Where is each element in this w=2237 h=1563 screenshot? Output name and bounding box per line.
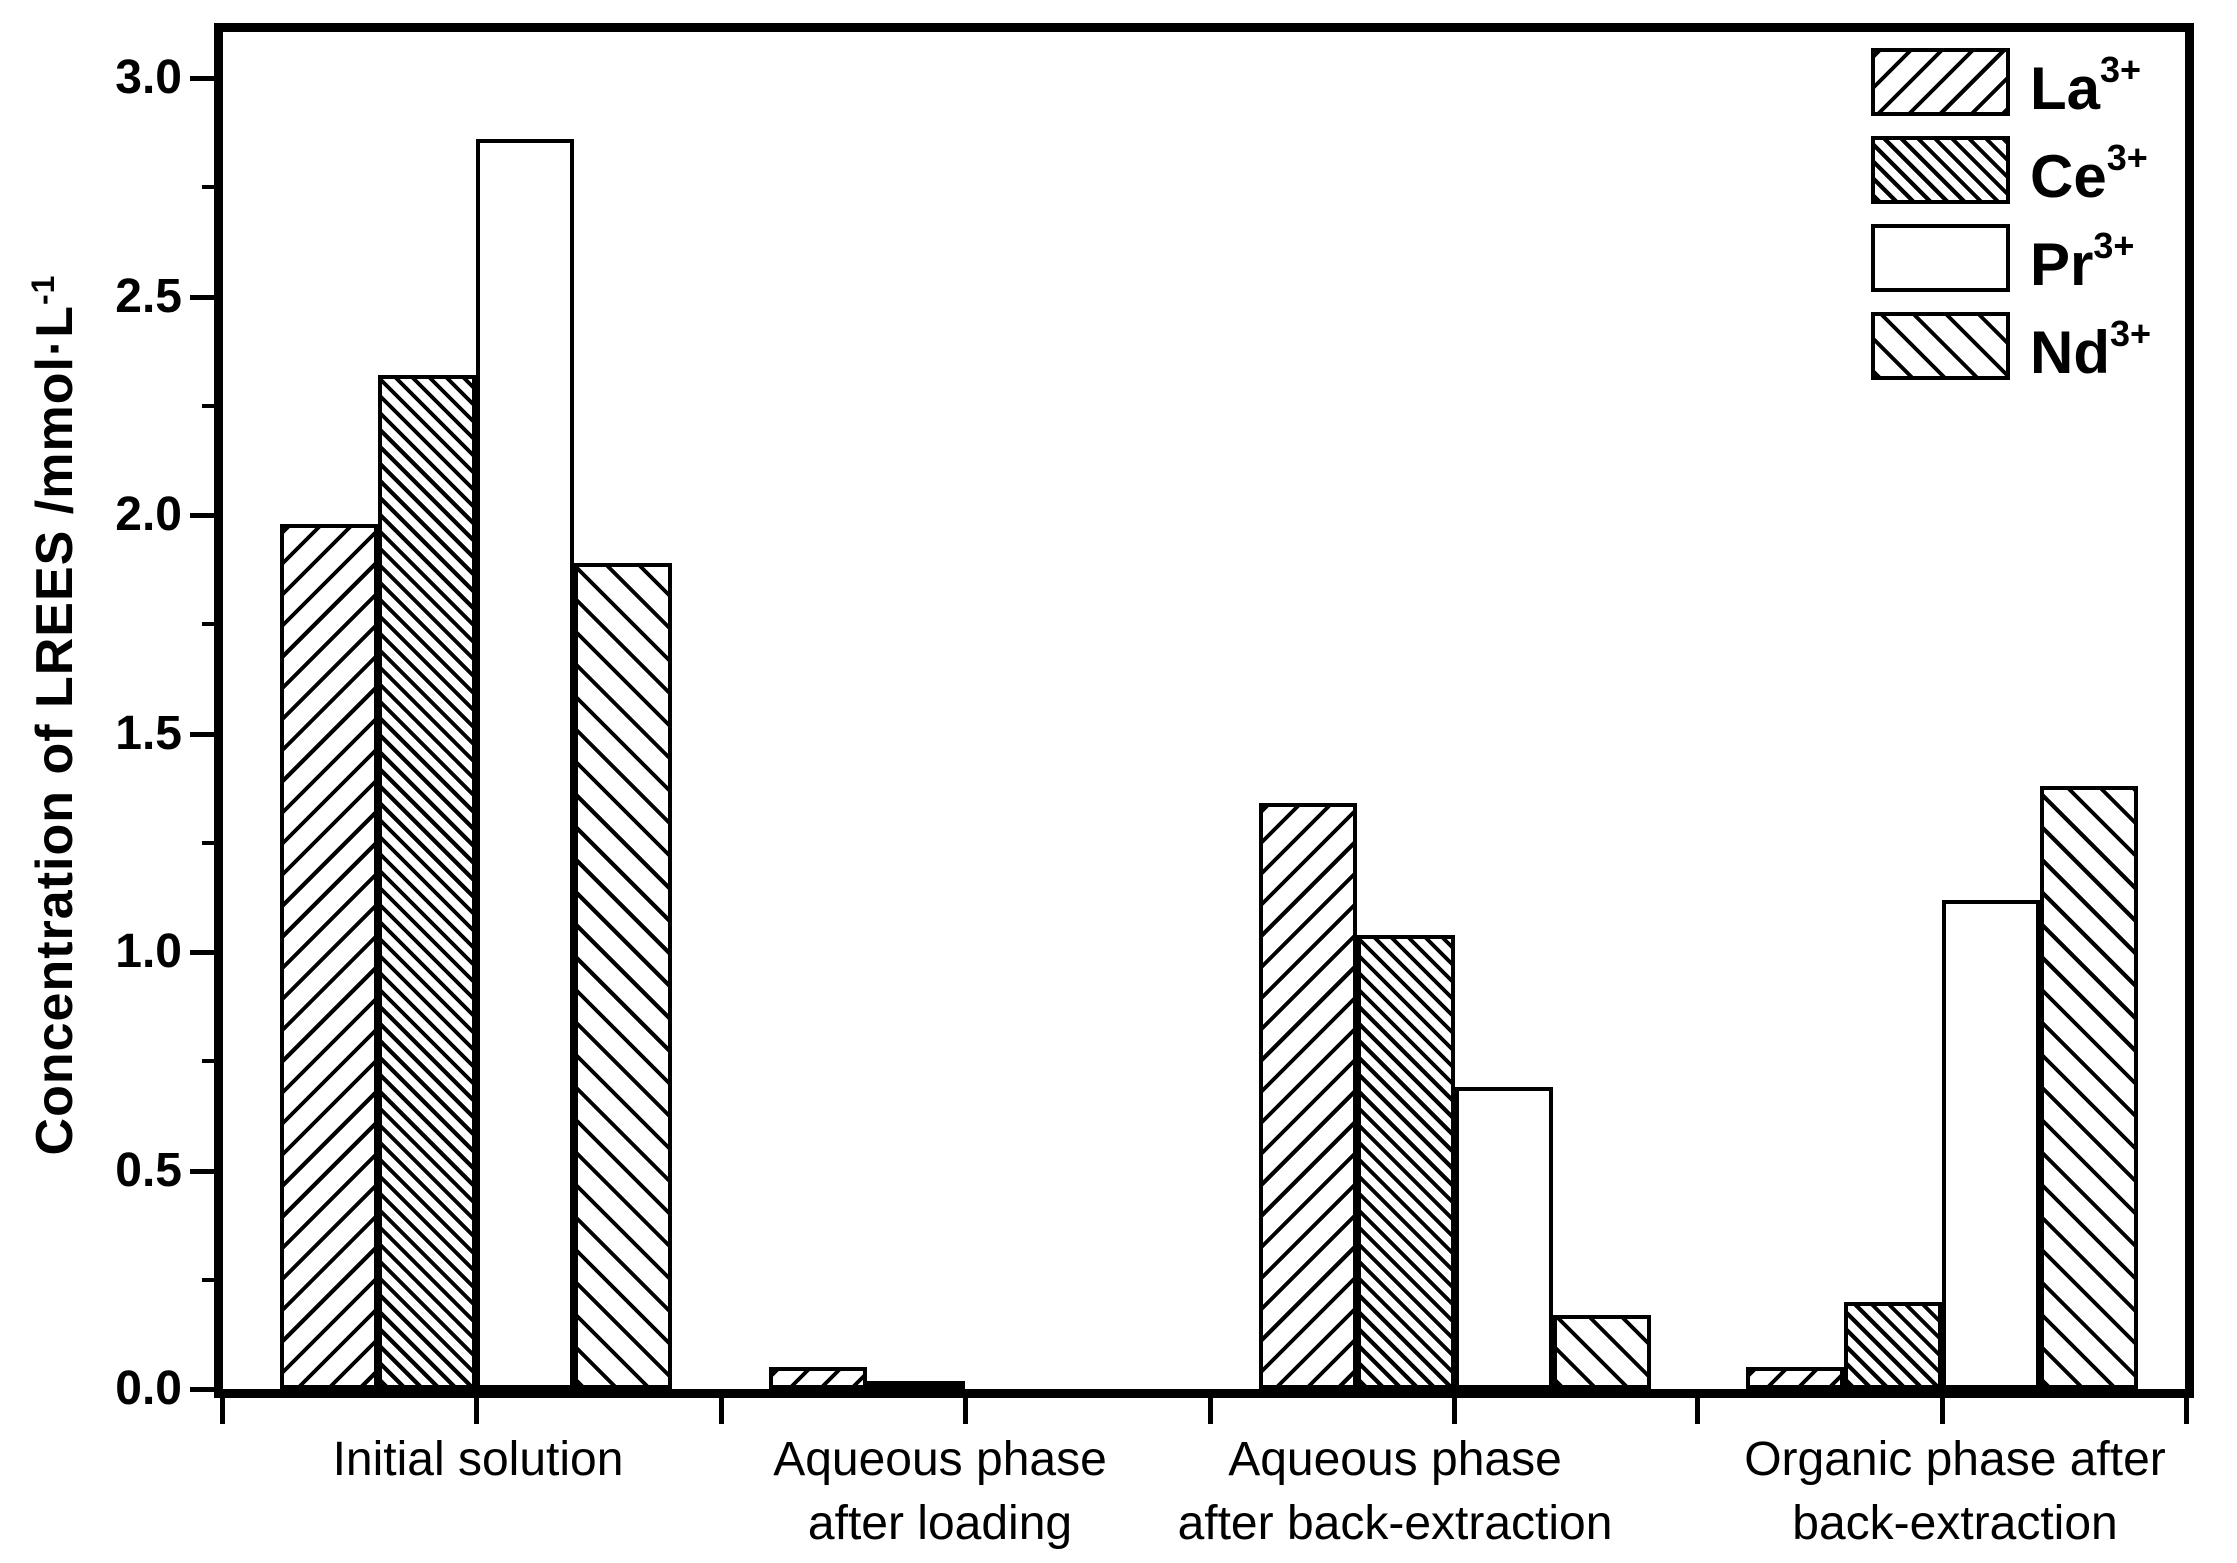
bar-ce-organic-phase-after-back-extraction bbox=[1844, 1301, 1942, 1389]
legend-label-pr: Pr3+ bbox=[2030, 222, 2134, 295]
legend-label-superscript: 3+ bbox=[2109, 312, 2152, 354]
y-axis-minor-tick bbox=[202, 840, 218, 845]
category-label-line: after loading bbox=[807, 1497, 1073, 1550]
legend-label-text: Nd bbox=[2030, 318, 2110, 386]
legend-item-la: La3+ bbox=[1871, 46, 2151, 119]
bar-nd-initial-solution bbox=[574, 563, 672, 1389]
legend-label-la: La3+ bbox=[2030, 46, 2141, 119]
legend-label-superscript: 3+ bbox=[2100, 48, 2142, 90]
x-axis-category-tick bbox=[474, 1398, 479, 1424]
y-tick-label-0-0: 0.0 bbox=[115, 1362, 182, 1415]
bar-la-initial-solution bbox=[280, 523, 378, 1389]
x-axis-boundary-tick bbox=[220, 1398, 225, 1424]
legend-item-nd: Nd3+ bbox=[1871, 310, 2151, 383]
x-axis-category-tick bbox=[1940, 1398, 1945, 1424]
y-tick-label-1-0: 1.0 bbox=[115, 925, 182, 978]
legend: La3+ Ce3+ Pr3+ Nd3+ bbox=[1871, 48, 2151, 400]
bar-ce-aqueous-phase-after-loading bbox=[867, 1381, 965, 1389]
y-axis-major-tick bbox=[190, 1168, 218, 1174]
y-tick-label-0-5: 0.5 bbox=[115, 1143, 182, 1197]
x-axis-boundary-tick bbox=[1695, 1398, 1700, 1424]
category-label-line: Organic phase after bbox=[1744, 1433, 2166, 1486]
category-label-line: after back-extraction bbox=[1177, 1497, 1613, 1550]
legend-item-pr: Pr3+ bbox=[1871, 222, 2151, 295]
category-label-aqueous-phase-after-back-extraction: Aqueous phase after back-extraction bbox=[985, 1428, 1805, 1556]
y-axis-major-tick bbox=[190, 731, 218, 737]
y-tick-label-2-5: 2.5 bbox=[115, 269, 182, 323]
bar-ce-aqueous-phase-after-back-extraction bbox=[1357, 934, 1455, 1389]
y-axis-minor-tick bbox=[202, 403, 218, 408]
category-label-line: Initial solution bbox=[332, 1433, 624, 1486]
legend-label-superscript: 3+ bbox=[2106, 136, 2148, 178]
y-tick-label-3-0: 3.0 bbox=[115, 51, 182, 104]
bar-nd-organic-phase-after-back-extraction bbox=[2040, 785, 2138, 1389]
legend-swatch-pr bbox=[1871, 224, 2010, 292]
y-tick-label-2-0: 2.0 bbox=[115, 488, 182, 541]
y-tick-label-1-5: 1.5 bbox=[115, 706, 182, 760]
bar-pr-organic-phase-after-back-extraction bbox=[1942, 899, 2040, 1389]
legend-item-ce: Ce3+ bbox=[1871, 134, 2151, 207]
x-axis-boundary-tick bbox=[719, 1398, 724, 1424]
legend-swatch-nd bbox=[1871, 312, 2010, 380]
legend-swatch-ce bbox=[1871, 136, 2010, 204]
legend-label-text: Pr bbox=[2030, 230, 2094, 298]
legend-label-superscript: 3+ bbox=[2093, 224, 2135, 266]
y-axis-major-tick bbox=[190, 950, 218, 955]
y-axis-major-tick bbox=[190, 513, 218, 518]
bar-la-aqueous-phase-after-loading bbox=[769, 1367, 867, 1389]
y-axis-minor-tick bbox=[202, 1277, 218, 1282]
plot-area bbox=[223, 32, 2185, 1389]
legend-label-ce: Ce3+ bbox=[2030, 134, 2148, 207]
x-axis-category-tick bbox=[1452, 1398, 1457, 1424]
bar-pr-aqueous-phase-after-back-extraction bbox=[1455, 1087, 1553, 1389]
y-axis-major-tick bbox=[190, 294, 218, 300]
category-label-initial-solution: Initial solution bbox=[68, 1428, 888, 1492]
x-axis-boundary-tick bbox=[2184, 1398, 2189, 1424]
category-label-aqueous-phase-after-loading: Aqueous phase after loading bbox=[530, 1428, 1350, 1556]
legend-swatch-la bbox=[1871, 48, 2010, 116]
bar-la-aqueous-phase-after-back-extraction bbox=[1259, 803, 1357, 1389]
y-axis-title-superscript: -1 bbox=[24, 274, 61, 305]
legend-label-nd: Nd3+ bbox=[2030, 310, 2151, 383]
category-label-line: back-extraction bbox=[1792, 1497, 2118, 1550]
x-axis-category-tick bbox=[963, 1398, 968, 1424]
y-axis-major-tick bbox=[190, 1387, 218, 1392]
legend-label-text: La bbox=[2030, 54, 2101, 122]
bar-la-organic-phase-after-back-extraction bbox=[1746, 1367, 1844, 1389]
y-axis-title-text: Concentration of LREES /mmol·L bbox=[26, 305, 85, 1156]
bar-nd-aqueous-phase-after-back-extraction bbox=[1553, 1314, 1651, 1389]
category-label-line: Aqueous phase bbox=[773, 1433, 1107, 1486]
y-axis-minor-tick bbox=[202, 622, 218, 627]
y-axis-major-tick bbox=[190, 76, 218, 81]
bar-ce-initial-solution bbox=[378, 375, 476, 1389]
y-axis-title: Concentration of LREES /mmol·L-1 bbox=[25, 275, 85, 1156]
bar-pr-initial-solution bbox=[476, 139, 574, 1389]
x-axis-boundary-tick bbox=[1208, 1398, 1213, 1424]
legend-label-text: Ce bbox=[2030, 142, 2107, 210]
category-label-line: Aqueous phase bbox=[1228, 1433, 1562, 1486]
y-axis-minor-tick bbox=[202, 185, 218, 190]
category-label-organic-phase-after-back-extraction: Organic phase after back-extraction bbox=[1545, 1428, 2237, 1556]
y-axis-minor-tick bbox=[202, 1059, 218, 1064]
